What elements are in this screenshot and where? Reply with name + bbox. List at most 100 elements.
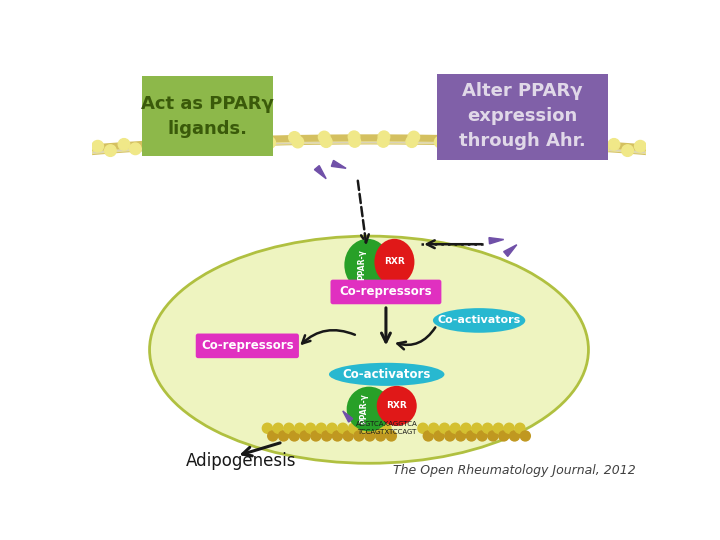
Circle shape [450,423,460,433]
Text: Co-activators: Co-activators [343,368,431,381]
FancyBboxPatch shape [196,334,299,358]
Circle shape [571,141,582,153]
Ellipse shape [150,236,588,463]
Ellipse shape [377,386,417,426]
Circle shape [439,423,449,433]
Circle shape [349,136,361,147]
Circle shape [462,137,474,148]
Circle shape [691,151,703,163]
Text: The Open Rheumatology Journal, 2012: The Open Rheumatology Journal, 2012 [392,464,636,477]
Circle shape [145,137,157,148]
Circle shape [434,431,444,441]
Circle shape [493,423,503,433]
Circle shape [406,136,418,147]
Circle shape [327,423,337,433]
Text: PPAR-γ: PPAR-γ [359,394,368,424]
Polygon shape [489,238,504,244]
Circle shape [359,423,369,433]
Circle shape [333,431,343,441]
Circle shape [284,423,294,433]
Circle shape [300,431,310,441]
Circle shape [320,136,332,147]
Circle shape [130,143,141,154]
Circle shape [378,131,390,143]
Circle shape [318,131,330,143]
Text: Alter PPARγ
expression
through Ahr.: Alter PPARγ expression through Ahr. [459,83,585,150]
Circle shape [268,431,278,441]
Circle shape [173,136,184,147]
Circle shape [428,423,438,433]
Circle shape [581,137,593,148]
Circle shape [42,145,53,156]
Text: RXR: RXR [387,401,407,410]
Circle shape [597,143,608,154]
Text: PPAR-γ: PPAR-γ [358,249,366,280]
Circle shape [418,423,428,433]
Ellipse shape [433,308,526,333]
Circle shape [660,143,672,154]
Circle shape [209,139,220,150]
Circle shape [370,423,380,433]
Circle shape [322,431,332,441]
Circle shape [554,136,565,147]
Circle shape [477,431,487,441]
Circle shape [262,423,272,433]
Text: Co-repressors: Co-repressors [201,339,294,353]
Circle shape [365,431,375,441]
Circle shape [259,132,271,144]
Text: AGGTCAXAGGTCA
TCCAGTXTCCAGT: AGGTCAXAGGTCA TCCAGTXTCCAGT [356,421,418,435]
Circle shape [181,140,193,152]
FancyBboxPatch shape [330,280,441,304]
Circle shape [510,431,520,441]
Circle shape [18,147,30,159]
Circle shape [456,431,466,441]
Circle shape [515,423,525,433]
Circle shape [381,423,391,433]
Circle shape [338,423,348,433]
Ellipse shape [374,239,415,285]
FancyBboxPatch shape [142,76,273,156]
Circle shape [496,133,508,145]
Circle shape [708,147,720,159]
Polygon shape [315,166,326,179]
Circle shape [438,132,449,143]
Circle shape [490,138,502,149]
Circle shape [57,149,69,160]
Circle shape [461,423,471,433]
Circle shape [545,140,557,152]
Text: Act as PPARγ
ligands.: Act as PPARγ ligands. [141,95,274,138]
Circle shape [445,431,455,441]
Ellipse shape [329,363,444,386]
Circle shape [713,154,720,165]
Circle shape [521,431,531,441]
Circle shape [467,132,479,144]
Circle shape [0,150,7,161]
Polygon shape [504,245,517,256]
Circle shape [292,136,304,148]
Circle shape [118,139,130,150]
Text: Adipogenesis: Adipogenesis [186,451,296,470]
Circle shape [377,136,389,147]
Circle shape [343,431,354,441]
Circle shape [646,147,657,158]
Circle shape [264,137,276,148]
Circle shape [279,431,289,441]
Circle shape [525,134,536,146]
Ellipse shape [346,387,392,431]
Circle shape [202,134,213,146]
Circle shape [634,140,646,152]
Circle shape [499,431,509,441]
Circle shape [472,423,482,433]
Circle shape [408,131,420,143]
Circle shape [81,147,92,158]
FancyBboxPatch shape [437,74,608,159]
Ellipse shape [344,239,390,291]
Text: Co-activators: Co-activators [438,315,521,326]
Circle shape [518,139,529,150]
Circle shape [504,423,514,433]
Circle shape [387,431,396,441]
Circle shape [35,151,47,163]
Circle shape [376,431,385,441]
Text: RXR: RXR [384,258,405,266]
Circle shape [305,423,315,433]
